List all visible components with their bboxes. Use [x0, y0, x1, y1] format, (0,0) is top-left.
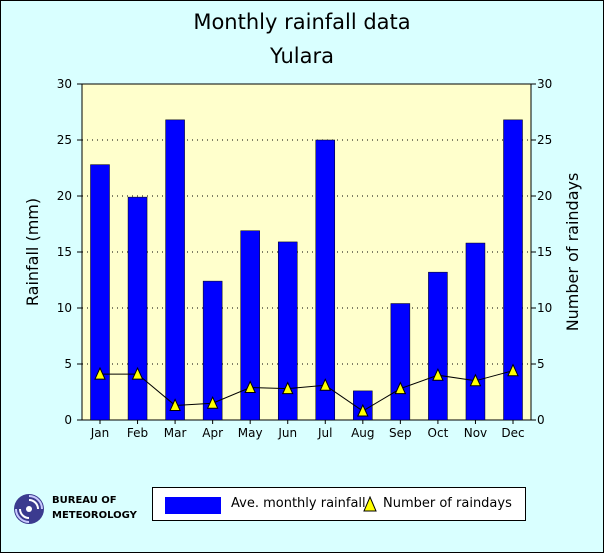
plot-area — [81, 83, 532, 421]
bom-swirl-icon — [14, 494, 44, 524]
chart-title: Monthly rainfall data — [193, 10, 410, 34]
raindays-point — [169, 398, 181, 411]
raindays-point — [131, 366, 144, 380]
legend-rainfall-swatch — [165, 497, 221, 514]
y2-tick-label: 25 — [537, 133, 552, 147]
y-tick-label: 30 — [57, 77, 72, 91]
raindays-point — [94, 366, 106, 380]
x-tick-label: Jun — [277, 426, 297, 440]
raindays-point — [281, 381, 294, 395]
y2-tick-label: 5 — [537, 357, 545, 371]
bar — [90, 164, 110, 421]
axes: 0 5 10 15 20 25 30 0 5 10 15 20 25 30 Jan Feb Mar Apr May J… — [57, 77, 553, 440]
bar — [165, 119, 185, 421]
bar — [127, 196, 148, 421]
legend-triangle-icon — [363, 496, 377, 512]
raindays-point — [507, 363, 519, 377]
bar — [390, 303, 411, 421]
y-axis-title: Rainfall (mm) — [23, 198, 42, 306]
legend-raindays-label: Number of raindays — [383, 496, 512, 511]
y-tick-label: 15 — [57, 245, 72, 259]
raindays-line — [100, 370, 514, 412]
bar — [315, 139, 336, 421]
raindays-point — [319, 378, 332, 391]
raindays-point — [394, 381, 407, 395]
y-tick-label: 10 — [57, 301, 72, 315]
y-tick-label: 20 — [57, 189, 72, 203]
raindays-point — [244, 380, 256, 394]
legend: Ave. monthly rainfall Number of raindays — [152, 487, 526, 521]
x-tick-label: Oct — [428, 426, 449, 440]
x-tick-label: Jul — [317, 426, 332, 440]
raindays-series — [94, 363, 519, 417]
logo-line-2: Meteorology — [52, 510, 137, 521]
bar — [465, 242, 486, 421]
x-tick-label: Apr — [202, 426, 223, 440]
x-tick-label: Nov — [464, 426, 487, 440]
y-tick-label: 5 — [64, 357, 72, 371]
logo-line-1: Bureau of — [52, 495, 117, 506]
y2-tick-label: 20 — [537, 189, 552, 203]
x-tick-label: Jan — [90, 426, 110, 440]
bureau-of-meteorology-logo: Bureau of Meteorology — [12, 490, 147, 530]
x-tick-label: Dec — [501, 426, 524, 440]
y-tick-label: 0 — [64, 413, 72, 427]
y2-tick-label: 15 — [537, 245, 552, 259]
chart-subtitle: Yulara — [269, 44, 334, 68]
y2-tick-label: 10 — [537, 301, 552, 315]
x-tick-label: May — [238, 426, 263, 440]
x-tick-label: Mar — [164, 426, 187, 440]
y2-tick-label: 30 — [537, 77, 552, 91]
y-tick-label: 25 — [57, 133, 72, 147]
bar-series — [90, 119, 523, 421]
raindays-point — [469, 373, 482, 387]
raindays-point — [357, 403, 369, 417]
y2-tick-label: 0 — [537, 413, 545, 427]
x-tick-label: Sep — [389, 426, 412, 440]
raindays-point — [432, 367, 444, 381]
x-tick-label: Feb — [127, 426, 148, 440]
legend-rainfall-label: Ave. monthly rainfall — [231, 496, 366, 511]
raindays-point — [206, 395, 219, 409]
bar — [428, 271, 448, 421]
x-tick-label: Aug — [351, 426, 374, 440]
y2-axis-title: Number of raindays — [563, 173, 582, 332]
